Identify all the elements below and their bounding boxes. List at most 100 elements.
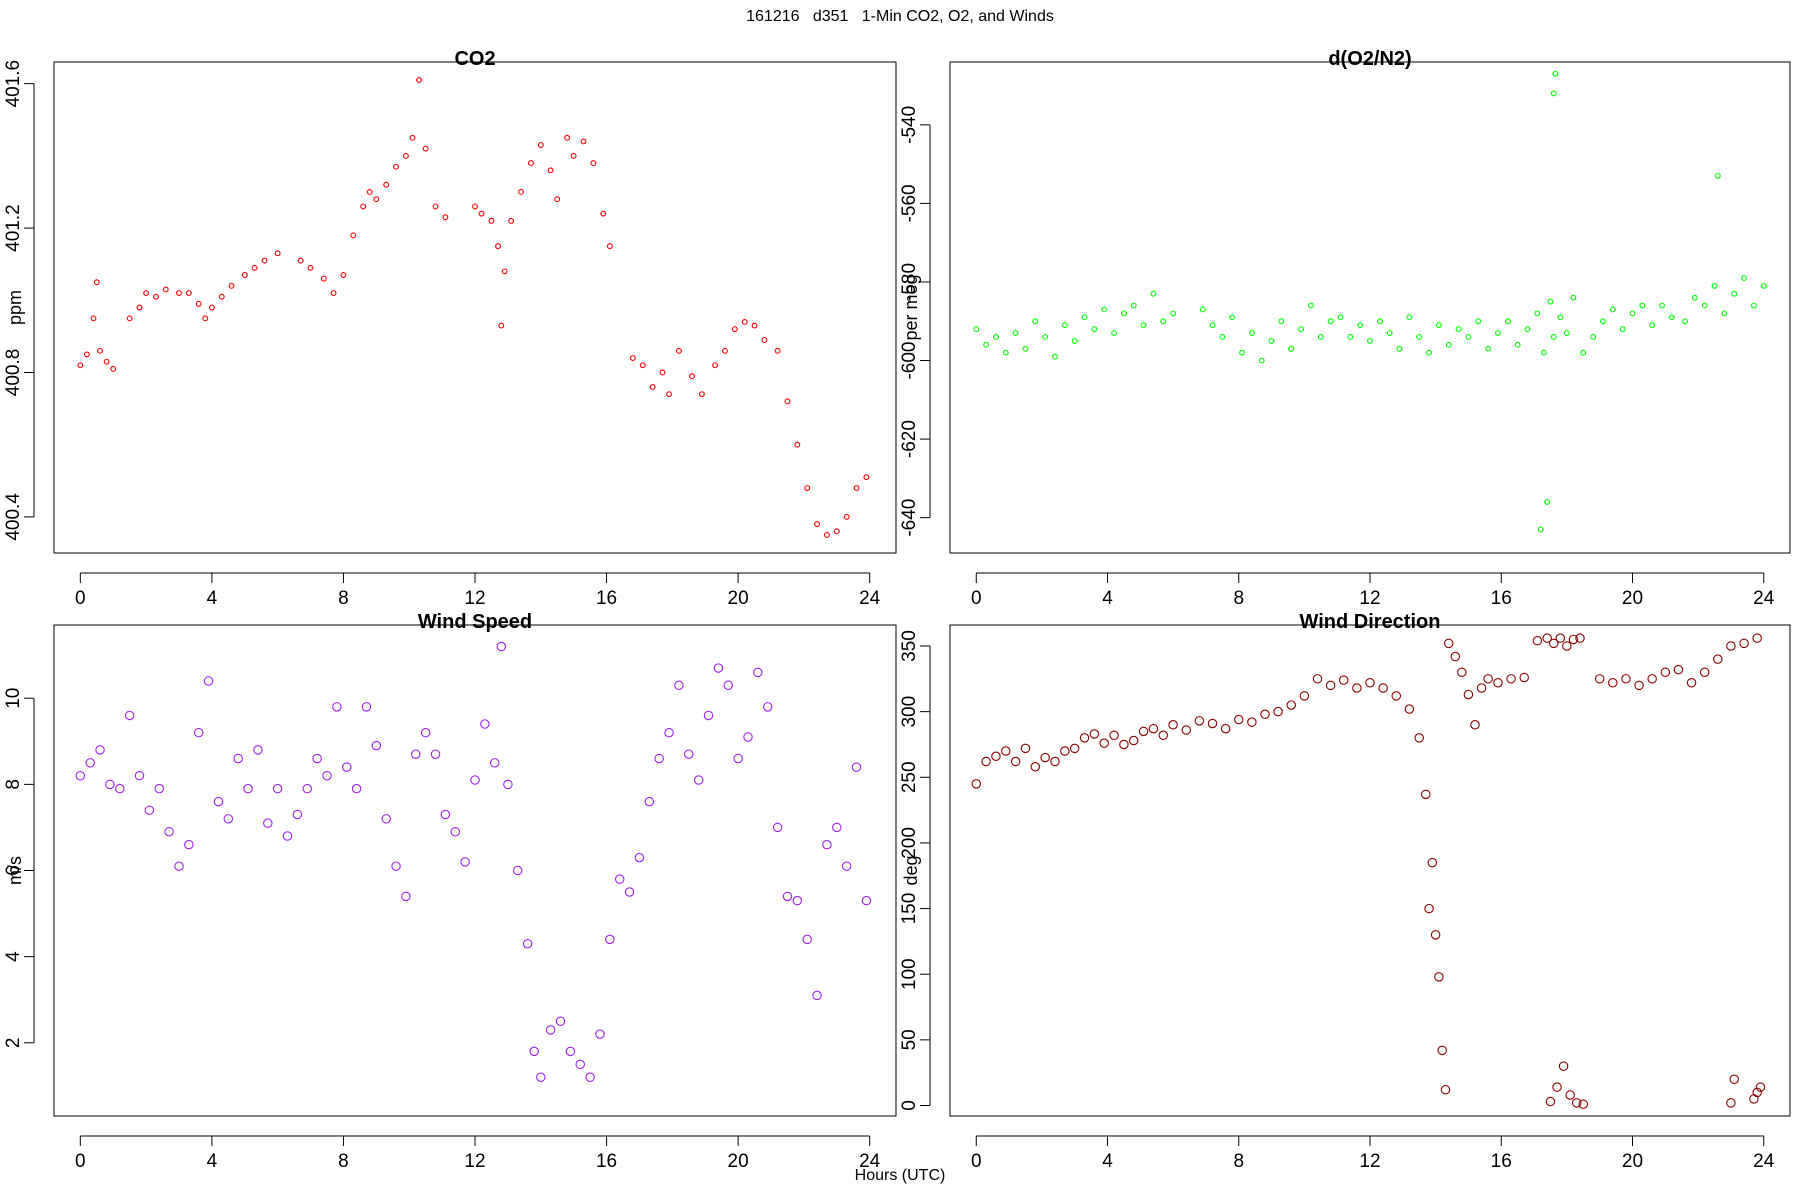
co2-data-point [495,243,501,250]
o2-data-point [1557,314,1564,321]
o2-data-point [1731,290,1738,297]
o2-data-point [1445,341,1452,348]
wind-direction-data-point [1470,720,1480,730]
wind-direction-y-tick-label: 350 [899,630,920,662]
o2-data-point [1426,349,1433,356]
o2-data-point [1711,282,1718,289]
wind-speed-y-tick-label: 2 [3,1037,24,1048]
wind-speed-data-point [420,727,431,738]
o2-data-point [1219,334,1226,340]
co2-data-point [136,304,143,311]
o2-data-point [1278,318,1285,325]
o2-data-point [1760,282,1767,289]
wind-direction-data-point [1565,1090,1575,1100]
co2-data-point [863,474,870,481]
o2-data-point [1160,318,1167,325]
o2-y-axis-label: per meg [901,274,921,340]
o2-data-point [1668,314,1675,321]
wind-direction-data-point [1234,714,1244,725]
wind-speed-data-point [75,770,86,781]
wind-direction-data-point [1040,752,1050,763]
o2-data-point [1537,526,1544,533]
wind-speed-data-point [341,762,352,772]
o2-data-point [1012,330,1019,336]
o2-data-point [1357,322,1364,329]
wind-direction-data-point [1558,1061,1569,1071]
o2-x-tick-label: 12 [1359,588,1380,609]
co2-y-tick-label: 401.2 [3,204,24,252]
co2-data-point [712,362,719,369]
wind-speed-data-point [361,702,372,712]
wind-speed-data-point [812,990,822,1001]
co2-data-point [442,214,449,221]
wind-speed-data-point [184,839,194,850]
o2-data-point [1229,314,1236,321]
co2-data-point [731,326,738,333]
o2-data-point [1406,314,1413,321]
wind-speed-data-point [536,1072,546,1082]
o2-x-tick-label: 0 [971,588,982,609]
o2-data-point [1495,330,1501,336]
o2-x-tick-label: 24 [1753,588,1775,609]
wind-speed-y-tick-label: 10 [3,688,24,709]
o2-data-point [1682,318,1688,325]
wind-speed-data-point [391,861,401,871]
o2-data-point [1022,345,1029,352]
co2-data-point [143,290,150,297]
wind-direction-data-point [1421,789,1431,800]
wind-direction-data-point [1726,1098,1736,1108]
wind-direction-y-tick-label: 100 [899,958,920,990]
co2-data-point [297,257,304,264]
o2-data-point [1288,345,1295,352]
co2-data-point [649,383,656,390]
wind-direction-y-tick-label: 150 [899,893,920,925]
wind-speed-data-point [822,839,832,850]
wind-direction-data-point [1571,1098,1582,1108]
wind-direction-data-point [1437,1045,1447,1056]
co2-data-point [360,203,367,210]
o2-data-point [1396,345,1403,352]
wind-direction-data-point [1562,641,1572,651]
co2-data-point [843,513,850,520]
wind-speed-data-point [585,1072,595,1082]
wind-direction-data-point [1532,636,1543,646]
wind-direction-y-axis-label: deg [901,855,921,885]
co2-data-point [478,210,485,217]
co2-plot-frame [53,61,897,554]
wind-speed-data-point [713,663,724,673]
wind-direction-data-point [1138,726,1149,737]
co2-data-point [814,521,821,528]
o2-data-point [1150,290,1157,297]
wind-direction-data-point [1069,743,1080,754]
wind-speed-data-point [743,732,753,742]
o2-data-point [1475,318,1482,325]
co2-data-point [409,134,416,141]
wind-speed-y-axis-label: m/s [5,856,25,885]
wind-direction-data-point [1427,857,1438,868]
wind-direction-data-point [1752,633,1762,643]
wind-speed-data-point [411,749,421,759]
co2-data-point [83,351,90,358]
co2-x-tick-label: 20 [728,588,749,609]
co2-data-point [853,485,860,491]
wind-direction-data-point [1010,756,1021,767]
co2-data-point [90,315,97,322]
wind-direction-data-point [1299,691,1310,701]
wind-speed-data-point [772,822,783,833]
co2-data-point [794,441,801,448]
co2-x-tick-label: 4 [207,588,218,609]
o2-x-tick-label: 8 [1233,588,1244,609]
co2-data-point [508,217,515,224]
wind-speed-data-point [664,727,674,738]
co2-data-point [274,250,281,257]
o2-data-point [1367,337,1373,344]
co2-data-point [422,145,429,152]
wind-speed-data-point [470,775,480,785]
co2-data-point [320,275,327,282]
o2-data-point [1465,334,1472,340]
wind-direction-data-point [1129,735,1139,746]
wind-direction-data-point [1434,972,1444,982]
